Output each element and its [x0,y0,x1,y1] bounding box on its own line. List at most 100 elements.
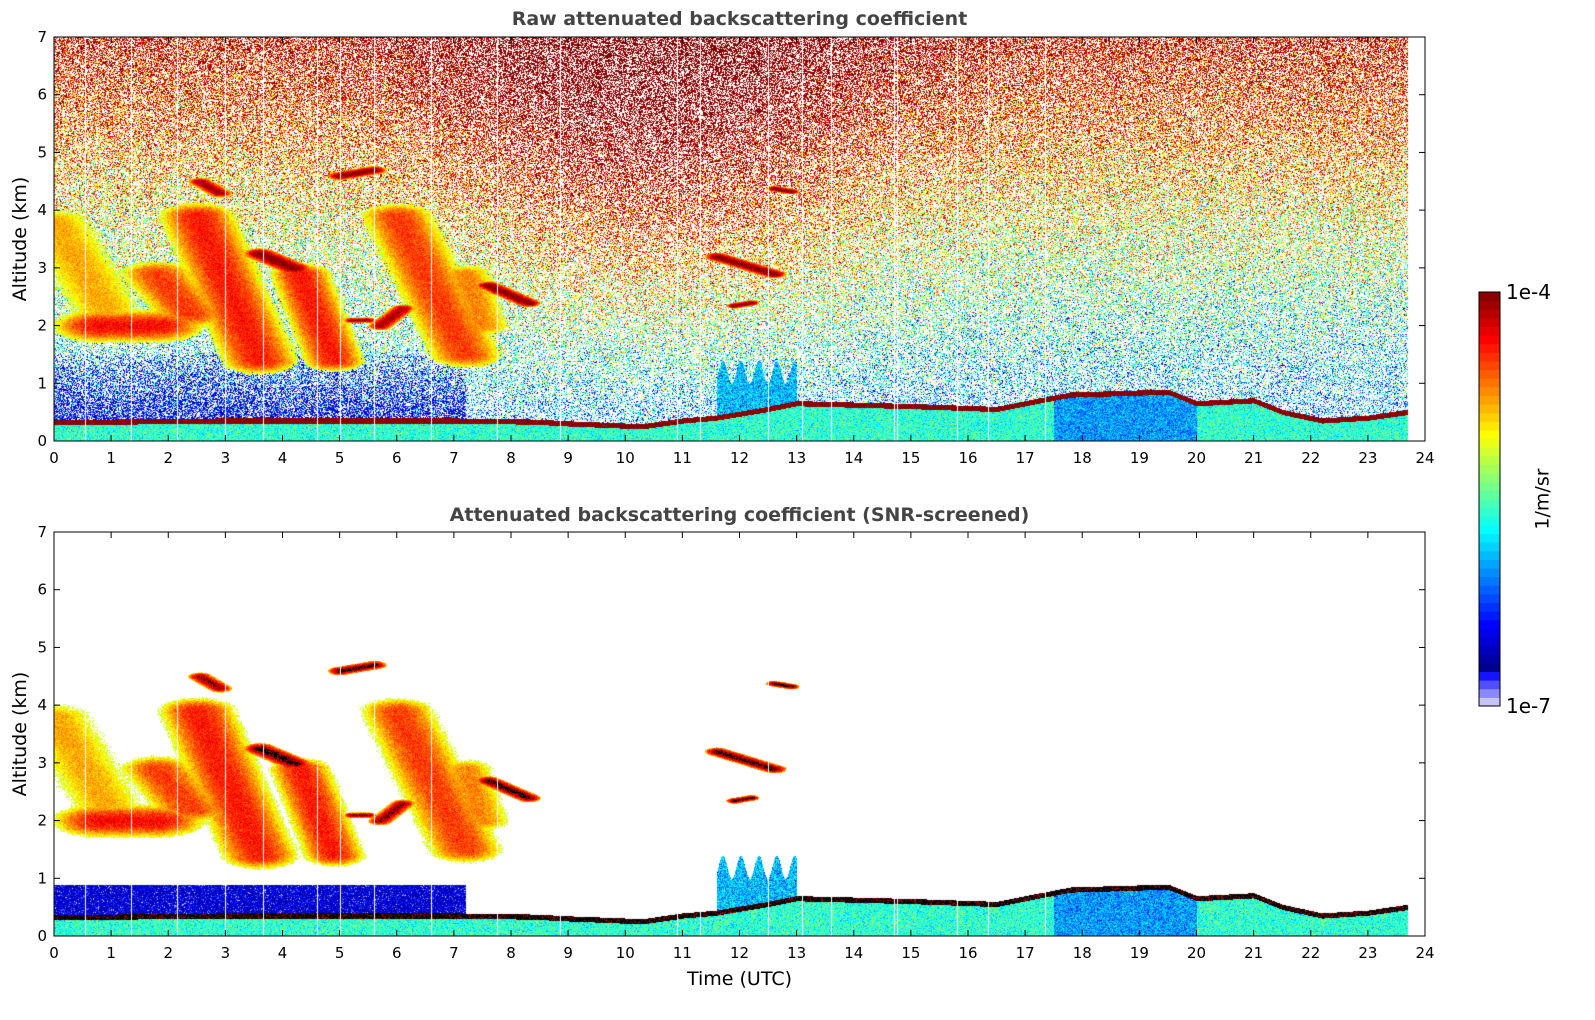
x-tick-label: 18 [1073,944,1092,962]
colorbar-level [1479,455,1500,465]
y-tick-label: 4 [37,201,47,219]
plot-frame [53,36,1426,442]
colorbar-level [1479,533,1500,543]
x-tick-label: 15 [901,944,920,962]
y-tick-label: 7 [37,28,47,46]
y-tick-label: 2 [37,812,47,830]
x-tick-label: 19 [1130,449,1149,467]
x-tick-label: 6 [392,449,402,467]
x-tick-label: 21 [1244,944,1263,962]
colorbar-level [1479,542,1500,552]
colorbar-level [1479,378,1500,388]
colorbar-level [1479,395,1500,405]
y-tick-label: 5 [37,143,47,161]
y-axis-label-raw: Altitude (km) [9,176,31,302]
colorbar-level [1479,343,1500,353]
x-tick-label: 1 [106,449,116,467]
colorbar-min-label: 1e-7 [1506,694,1551,718]
colorbar-level [1479,654,1500,664]
x-axis-label: Time (UTC) [686,968,793,990]
colorbar-level [1479,412,1500,422]
y-tick-label: 5 [37,638,47,656]
x-tick-label: 20 [1187,449,1206,467]
colorbar-unit-label: 1/m/sr [1531,468,1554,530]
colorbar-level [1479,602,1500,612]
colorbar-level [1479,662,1500,672]
x-tick-label: 9 [563,944,573,962]
y-tick-label: 1 [37,869,47,887]
colorbar-level [1479,585,1500,595]
x-tick-label: 8 [506,944,516,962]
x-tick-label: 16 [958,449,977,467]
y-tick-label: 7 [37,523,47,541]
colorbar-level [1479,568,1500,578]
x-tick-label: 12 [730,449,749,467]
colorbar-frame [1478,291,1501,707]
colorbar-level [1479,404,1500,414]
x-tick-label: 19 [1130,944,1149,962]
x-tick-label: 17 [1016,944,1035,962]
x-tick-label: 4 [278,449,288,467]
colorbar-level [1479,421,1500,431]
colorbar-level [1479,292,1500,302]
x-tick-label: 21 [1244,449,1263,467]
y-tick-label: 6 [37,86,47,104]
x-tick-label: 7 [449,449,459,467]
x-tick-label: 2 [163,449,173,467]
y-tick-label: 3 [37,259,47,277]
colorbar-level [1479,438,1500,448]
colorbar-level [1479,352,1500,362]
x-tick-label: 20 [1187,944,1206,962]
colorbar-level [1479,386,1500,396]
colorbar-level [1479,473,1500,483]
x-tick-label: 7 [449,944,459,962]
colorbar-level [1479,593,1500,603]
colorbar-level [1479,637,1500,647]
plot-title-screened: Attenuated backscattering coefficient (S… [449,504,1030,526]
colorbar-level [1479,516,1500,526]
x-tick-label: 14 [844,449,863,467]
colorbar-level [1479,430,1500,440]
plot-title-raw: Raw attenuated backscattering coefficien… [511,8,968,30]
colorbar-level [1479,671,1500,681]
colorbar-level [1479,490,1500,500]
y-tick-label: 6 [37,581,47,599]
colorbar-level [1479,688,1500,698]
x-tick-label: 17 [1016,449,1035,467]
heatmap-screened [54,532,1425,936]
colorbar-level [1479,697,1500,707]
colorbar-level [1479,680,1500,690]
colorbar-level [1479,317,1500,327]
y-tick-label: 3 [37,754,47,772]
x-tick-label: 24 [1415,944,1434,962]
x-tick-label: 18 [1073,449,1092,467]
colorbar-level [1479,464,1500,474]
x-tick-label: 16 [958,944,977,962]
colorbar-level [1479,645,1500,655]
x-tick-label: 6 [392,944,402,962]
x-tick-label: 9 [563,449,573,467]
colorbar-level [1479,481,1500,491]
colorbar-level [1479,507,1500,517]
colorbar-level [1479,361,1500,371]
y-tick-label: 0 [37,432,47,450]
x-tick-label: 2 [163,944,173,962]
colorbar-level [1479,369,1500,379]
y-axis-label-screened: Altitude (km) [9,671,31,797]
x-tick-label: 10 [616,449,635,467]
x-tick-label: 23 [1358,449,1377,467]
colorbar-level [1479,524,1500,534]
plot-frame [53,531,1426,937]
y-tick-label: 1 [37,374,47,392]
colorbar-level [1479,309,1500,319]
y-tick-label: 0 [37,927,47,945]
colorbar-level [1479,619,1500,629]
colorbar-level [1479,628,1500,638]
x-tick-label: 3 [221,944,231,962]
x-tick-label: 4 [278,944,288,962]
colorbar-level [1479,611,1500,621]
x-tick-label: 11 [673,944,692,962]
x-tick-label: 0 [49,944,59,962]
colorbar-level [1479,326,1500,336]
x-tick-label: 14 [844,944,863,962]
